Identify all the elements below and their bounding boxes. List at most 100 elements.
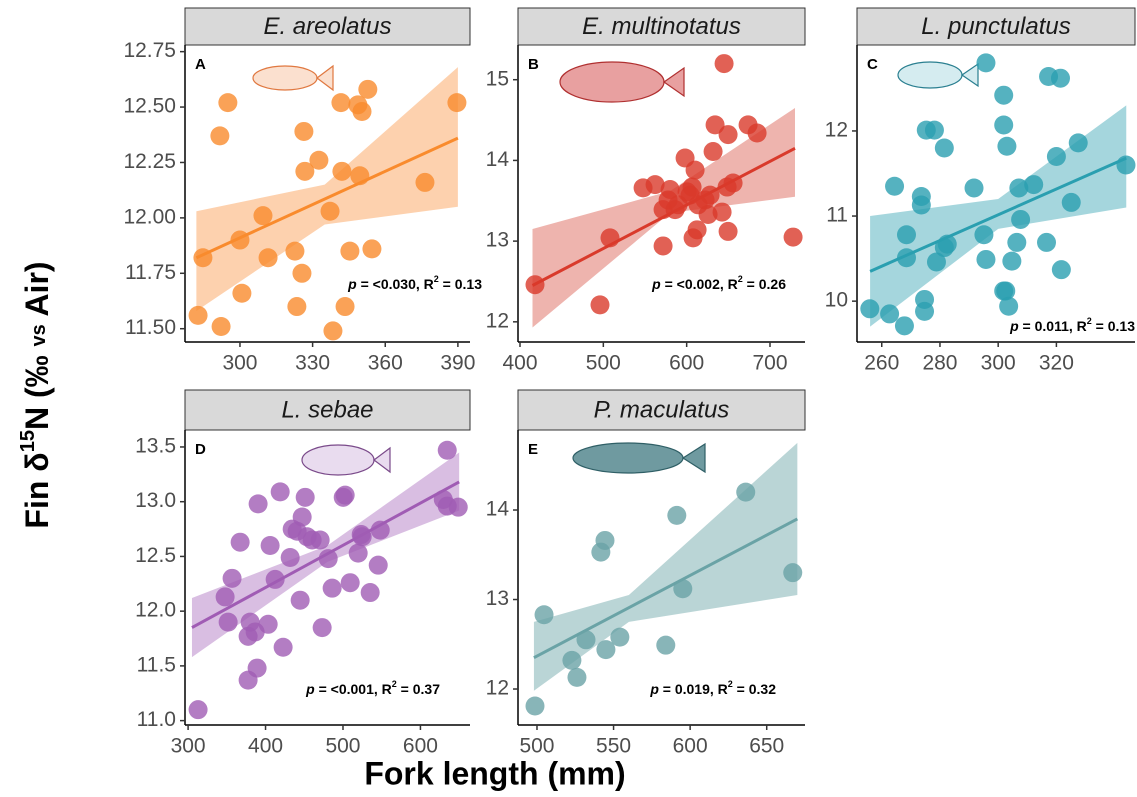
data-point [911,186,931,206]
data-point [215,587,235,607]
data-point [703,142,723,162]
data-point [309,150,329,170]
data-point [310,530,330,550]
data-point [1068,133,1088,153]
annotation-part: = 0.019, R [659,681,728,697]
y-tick-label: 11.50 [125,316,176,339]
y-tick-label: 14 [486,498,510,521]
data-point [997,136,1017,156]
data-point [999,296,1019,316]
data-point [312,618,332,638]
data-point [332,161,352,181]
data-point [370,520,390,540]
data-point [1051,260,1071,280]
annotation-part: = 0.37 [397,681,440,697]
x-tick-label: 400 [502,352,537,375]
data-point [525,696,545,716]
data-point [698,204,718,224]
annotation-part: p [1009,318,1019,334]
data-point [880,304,900,324]
panel-letter: C [867,56,878,73]
data-point [994,115,1014,135]
x-tick-label: 280 [922,352,957,375]
data-point [368,555,388,575]
panel-letter: B [528,56,539,73]
data-point [683,228,703,248]
data-point [348,543,368,563]
panel-title: E. areolatus [263,13,391,40]
annotation-part: 2 [392,679,397,689]
data-point [230,532,250,552]
data-point [335,485,355,505]
annotation-part: p [649,681,659,697]
data-point [448,497,468,517]
annotation-part: 2 [728,679,733,689]
data-point [590,295,610,315]
confidence-band [533,442,798,691]
x-tick-label: 500 [586,352,621,375]
stats-annotation: p = <0.030, R2 = 0.13 [347,274,482,291]
data-point [1024,175,1044,195]
data-point [1116,155,1136,175]
annotation-part: = 0.26 [743,276,786,292]
panel-header [184,7,471,46]
data-point [320,201,340,221]
data-point [747,123,767,143]
data-point [323,321,343,341]
panel-header [517,389,806,431]
y-label-part: vs [28,324,50,346]
data-point [352,527,372,547]
x-tick-label: 300 [171,735,206,758]
data-point [976,53,996,73]
data-point [673,579,693,599]
data-point [331,93,351,113]
stats-annotation: p = <0.001, R2 = 0.37 [305,679,440,696]
data-point [1002,251,1022,271]
x-tick-label: 360 [368,352,403,375]
data-point [595,530,615,550]
y-label-part: 15 [17,430,39,452]
data-point [964,178,984,198]
data-point [258,248,278,268]
y-tick-label: 10 [825,289,848,312]
confidence-band [196,67,458,311]
y-tick-label: 12 [486,309,509,332]
y-label-part: N (‰ [19,346,55,430]
data-point [534,605,554,625]
data-point [360,583,380,603]
data-point [937,234,957,254]
data-point [437,440,457,460]
data-point [996,281,1016,301]
data-point [352,101,372,121]
y-tick-label: 12 [486,677,509,700]
data-point [1007,232,1027,252]
x-tick-label: 330 [295,352,330,375]
data-point [270,482,290,502]
y-tick-label: 11.75 [125,261,176,284]
panel-title: P. maculatus [594,396,730,423]
data-point [934,138,954,158]
panel-letter: E [528,441,538,458]
annotation-part: 2 [434,274,439,284]
data-point [915,301,935,321]
x-axis-label: Fork length (mm) [364,755,625,791]
x-tick-label: 650 [749,735,784,758]
data-point [340,241,360,261]
annotation-part: 2 [738,274,743,284]
fish-icon [559,61,685,103]
y-tick-label: 12.25 [123,150,176,173]
data-point [596,640,616,660]
data-point [188,700,208,720]
y-tick-label: 12.5 [135,544,176,567]
data-point [896,248,916,268]
data-point [210,126,230,146]
data-point [712,202,732,222]
data-point [292,507,312,527]
x-tick-label: 550 [596,735,631,758]
data-point [677,182,697,202]
data-point [211,316,231,336]
data-point [976,249,996,269]
panel-letter: A [195,56,206,73]
annotation-part: 2 [1087,316,1092,326]
